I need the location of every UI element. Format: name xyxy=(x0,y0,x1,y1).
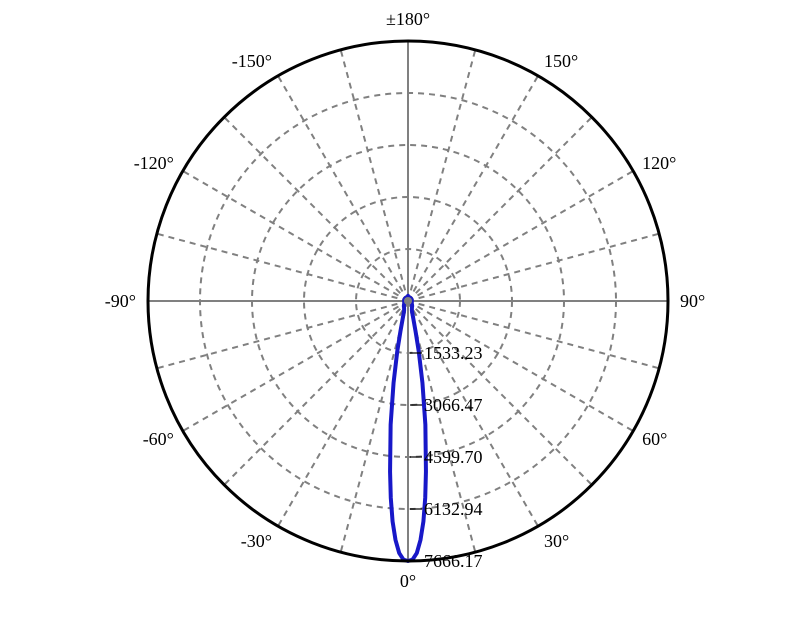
spoke xyxy=(408,234,659,301)
spoke xyxy=(157,234,408,301)
spoke xyxy=(157,301,408,368)
spoke xyxy=(408,76,538,301)
angle-label: 0° xyxy=(400,571,416,591)
angle-label: -150° xyxy=(232,51,272,71)
spoke xyxy=(224,117,408,301)
spoke xyxy=(183,301,408,431)
spoke xyxy=(341,50,408,301)
radial-label: 4599.70 xyxy=(424,447,483,467)
spoke xyxy=(408,50,475,301)
angle-label: 30° xyxy=(544,531,569,551)
radial-label: 7666.17 xyxy=(424,551,483,571)
angle-label: 150° xyxy=(544,51,578,71)
radial-label: 1533.23 xyxy=(424,343,483,363)
angle-label: -90° xyxy=(105,291,136,311)
angle-label: ±180° xyxy=(386,9,430,29)
spoke xyxy=(408,117,592,301)
angle-label: -120° xyxy=(134,153,174,173)
angle-label: -30° xyxy=(241,531,272,551)
center-dot xyxy=(404,297,412,305)
polar-chart: ±180° -150° -120° -90° -60° -30° 0° 30° 60° 90° 12… xyxy=(0,0,800,639)
angle-label: 120° xyxy=(642,153,676,173)
radial-label: 3066.47 xyxy=(424,395,483,415)
angle-label: 90° xyxy=(680,291,705,311)
spoke xyxy=(224,301,408,485)
spoke xyxy=(408,171,633,301)
spoke xyxy=(278,76,408,301)
radial-label: 6132.94 xyxy=(424,499,483,519)
angle-label: -60° xyxy=(143,429,174,449)
spoke xyxy=(183,171,408,301)
spoke xyxy=(278,301,408,526)
angle-label: 60° xyxy=(642,429,667,449)
